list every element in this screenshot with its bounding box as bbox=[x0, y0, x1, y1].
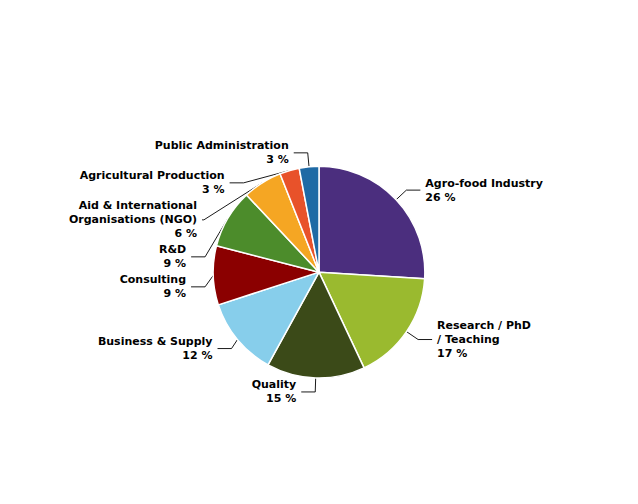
svg-text:12 %: 12 % bbox=[182, 349, 212, 362]
svg-text:3 %: 3 % bbox=[202, 183, 225, 196]
svg-text:Organisations (NGO): Organisations (NGO) bbox=[69, 213, 197, 226]
svg-text:Business & Supply: Business & Supply bbox=[98, 335, 213, 348]
svg-text:Quality: Quality bbox=[252, 378, 297, 391]
svg-text:15 %: 15 % bbox=[266, 392, 296, 405]
svg-text:17 %: 17 % bbox=[437, 347, 467, 360]
svg-text:Research / PhD: Research / PhD bbox=[437, 319, 531, 332]
svg-text:Consulting: Consulting bbox=[120, 273, 186, 286]
svg-text:6 %: 6 % bbox=[175, 227, 198, 240]
svg-text:3 %: 3 % bbox=[266, 153, 289, 166]
svg-text:9 %: 9 % bbox=[164, 287, 187, 300]
svg-text:Aid & International: Aid & International bbox=[79, 199, 197, 212]
svg-text:/ Teaching: / Teaching bbox=[437, 333, 500, 346]
svg-text:26 %: 26 % bbox=[425, 191, 455, 204]
svg-text:R&D: R&D bbox=[159, 243, 186, 256]
svg-text:Agro-food Industry: Agro-food Industry bbox=[425, 177, 543, 190]
svg-text:Public Administration: Public Administration bbox=[155, 139, 289, 152]
svg-text:9 %: 9 % bbox=[164, 257, 187, 270]
svg-text:Agricultural Production: Agricultural Production bbox=[80, 169, 225, 182]
